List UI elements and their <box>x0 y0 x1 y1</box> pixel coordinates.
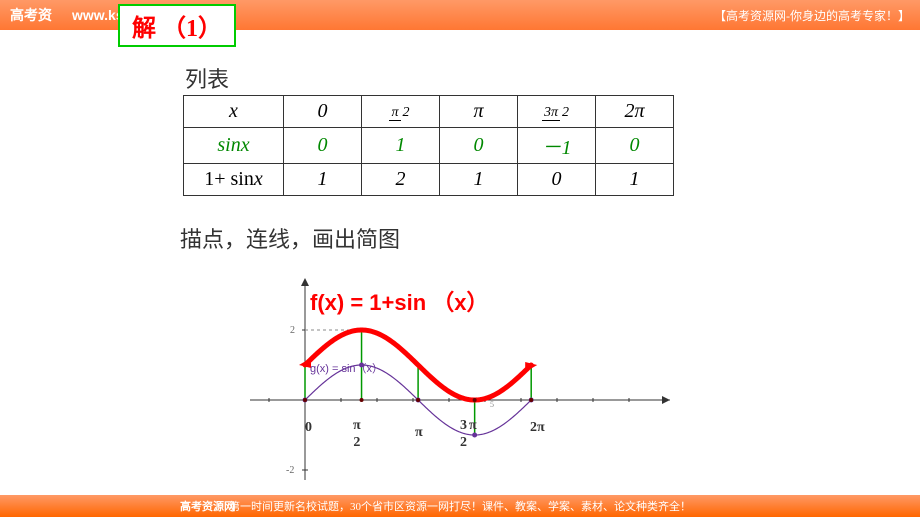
td: π <box>440 96 518 128</box>
td: 1 <box>596 164 674 196</box>
td: 1 <box>362 128 440 164</box>
chart-area: f(x) = 1+sin （x） g(x) = sin（x） 0 π2 π 32… <box>250 260 690 500</box>
tiny-5: 5 <box>490 400 494 409</box>
xlabel-2pi: 2π <box>530 420 545 436</box>
th-1psinx: 1+ sinx <box>184 164 284 196</box>
footer-center: 第一时间更新名校试题，30个省市区资源一网打尽！课件、教案、学案、素材、论文种类… <box>229 498 691 514</box>
td: 2π <box>596 96 674 128</box>
header-left-text: 高考资 <box>10 5 52 25</box>
xlabel-pi2: π2 <box>353 418 361 452</box>
table-row-x: x 0 π2 π 3π2 2π <box>184 96 674 128</box>
header-right-text: 【高考资源网-你身边的高考专家！】 <box>714 7 910 24</box>
td: 2 <box>362 164 440 196</box>
ylabel-m2: -2 <box>286 465 294 476</box>
ylabel-2: 2 <box>290 325 295 336</box>
td: 1 <box>284 164 362 196</box>
value-table: x 0 π2 π 3π2 2π sinx 0 1 0 －1 0 1+ sinx … <box>183 95 674 196</box>
xlabel-pi: π <box>415 425 423 441</box>
solution-label: 解 （1） <box>118 4 236 47</box>
xlabel-0: 0 <box>305 420 312 436</box>
td: －1 <box>518 128 596 164</box>
page-footer: 高考资源网 第一时间更新名校试题，30个省市区资源一网打尽！课件、教案、学案、素… <box>0 495 920 517</box>
td: 0 <box>284 96 362 128</box>
text-liebiao: 列表 <box>185 62 229 94</box>
td: 0 <box>284 128 362 164</box>
xlabel-3pi2: 32π <box>460 418 477 452</box>
text-miaodian: 描点，连线，画出简图 <box>180 222 400 254</box>
footer-left: 高考资源网 <box>180 498 235 514</box>
th-sinx: sinx <box>184 128 284 164</box>
td: 0 <box>440 128 518 164</box>
td: π2 <box>362 96 440 128</box>
td: 1 <box>440 164 518 196</box>
td: 3π2 <box>518 96 596 128</box>
td: 0 <box>518 164 596 196</box>
gx-label: g(x) = sin（x） <box>310 360 383 376</box>
td: 0 <box>596 128 674 164</box>
table-row-1plus-sinx: 1+ sinx 1 2 1 0 1 <box>184 164 674 196</box>
fn-label: f(x) = 1+sin （x） <box>310 285 489 317</box>
th-x: x <box>184 96 284 128</box>
table-row-sinx: sinx 0 1 0 －1 0 <box>184 128 674 164</box>
